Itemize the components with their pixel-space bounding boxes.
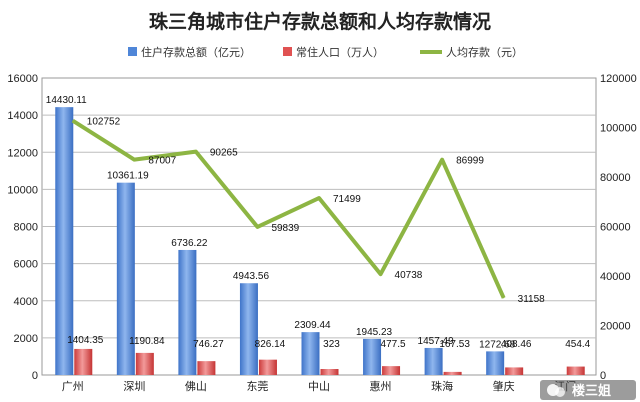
data-label-deposit: 4943.56 [233,271,270,282]
y-left-tick-label: 14000 [7,110,38,122]
data-label-deposit: 1272.68 [479,339,516,350]
y-right-tick-label: 40000 [600,271,631,283]
x-tick-label: 佛山 [185,380,207,393]
line-point [133,159,135,161]
data-label-per-capita: 71499 [333,194,361,205]
watermark-text: 楼三姐 [572,383,611,399]
legend-label: 常住人口（万人） [296,45,384,59]
y-right-tick-label: 120000 [600,73,637,85]
bar-deposit [301,332,320,375]
bar-population [443,371,462,375]
line-point [256,226,258,228]
data-label-population: 1190.84 [129,336,165,347]
data-label-deposit: 1457.49 [418,336,455,347]
bar-population [135,352,154,375]
bar-population [258,359,277,375]
y-left-tick-label: 0 [32,370,38,382]
bar-deposit [239,283,258,375]
y-left-tick-label: 16000 [7,73,38,85]
bar-population [505,367,524,375]
data-label-per-capita: 87007 [148,156,176,167]
y-left-tick-label: 12000 [7,147,38,159]
y-right-tick-label: 100000 [600,123,637,135]
x-tick-label: 肇庆 [493,379,515,393]
bars [55,107,585,375]
data-label-per-capita: 31158 [518,294,546,305]
data-label-deposit: 10361.19 [107,171,149,182]
bar-population [74,348,93,375]
line-point [441,159,443,161]
bar-deposit [55,107,74,375]
data-label-population: 454.4 [565,339,590,350]
data-label-population: 408.46 [501,339,532,350]
y-left-tick-label: 2000 [14,333,38,345]
y-left-tick-label: 10000 [7,184,38,196]
watermark: 楼三姐 [540,380,636,400]
data-label-deposit: 1945.23 [356,327,393,338]
y-right-tick-label: 80000 [600,172,631,184]
data-label-per-capita: 90265 [210,148,238,159]
bar-deposit [363,338,382,375]
bar-population [382,366,401,375]
y-right-tick-label: 20000 [600,321,631,333]
x-tick-label: 广州 [62,380,84,393]
x-tick-label: 深圳 [123,380,145,393]
line-per-capita [71,118,506,299]
bar-population [197,361,216,375]
data-label-per-capita: 40738 [395,270,423,281]
x-tick-label: 惠州 [370,379,392,393]
y-right-tick-label: 60000 [600,222,631,234]
data-label-population: 323 [323,339,340,350]
data-label-deposit: 6736.22 [171,238,208,249]
bar-deposit [424,347,443,375]
legend-swatch [128,47,137,56]
x-tick-label: 中山 [308,380,330,393]
data-labels: 14430.11 10361.19 6736.22 4943.56 2309.44 194… [46,95,591,350]
line-point [503,297,505,299]
y-right-tick-label: 0 [600,370,606,382]
data-label-population: 826.14 [255,339,286,350]
legend-swatch [283,47,292,56]
y-left-tick-label: 4000 [14,296,38,308]
bar-population [320,369,339,375]
data-label-population: 167.53 [439,339,470,350]
data-label-per-capita: 59839 [271,223,299,234]
data-label-population: 1404.35 [67,335,104,346]
legend: 住户存款总额（亿元） 常住人口（万人） 人均存款（元） [128,45,523,59]
line-series [71,118,506,299]
data-label-deposit: 2309.44 [294,320,331,331]
wechat-icon [547,384,565,397]
x-tick-label: 东莞 [246,380,268,393]
data-label-per-capita: 86999 [456,156,484,167]
y-left-tick-label: 6000 [14,259,38,271]
bar-deposit [486,351,505,375]
legend-label: 人均存款（元） [446,45,523,59]
legend-label: 住户存款总额（亿元） [141,45,251,59]
chart-title: 珠三角城市住户存款总额和人均存款情况 [149,10,491,33]
line-point [195,151,197,153]
line-point [318,197,320,199]
bar-population [566,366,585,375]
y-left-tick-label: 8000 [14,222,38,234]
data-label-population: 477.5 [381,339,406,350]
x-tick-label: 珠海 [431,379,453,393]
line-point [380,273,382,275]
data-label-population: 746.27 [193,339,224,350]
data-label-per-capita: 102752 [87,117,121,128]
line-point [72,120,74,122]
bar-deposit [178,249,197,375]
data-label-deposit: 14430.11 [46,95,87,106]
bar-deposit [116,182,135,375]
